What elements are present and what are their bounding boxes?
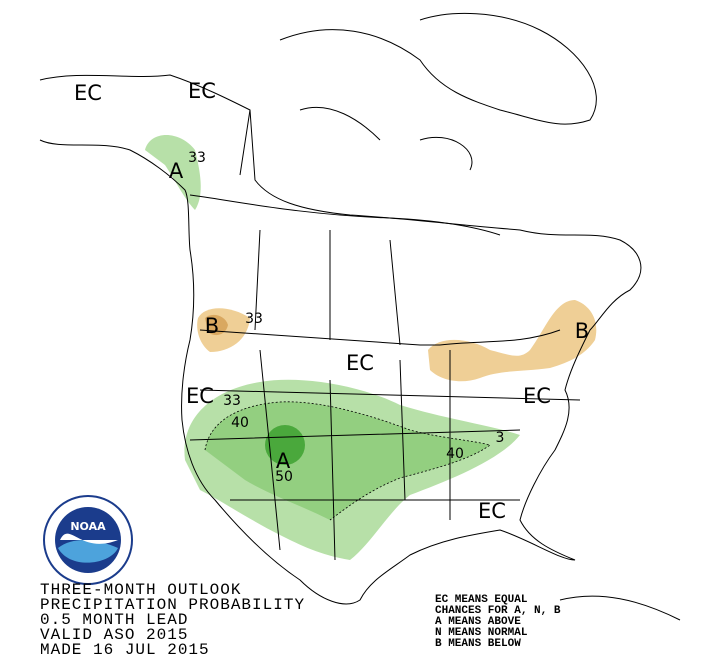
state-lines bbox=[189, 109, 581, 561]
border bbox=[189, 194, 501, 236]
legend-line: A MEANS ABOVE bbox=[435, 616, 521, 628]
logo-wave bbox=[58, 540, 118, 563]
map-label: EC bbox=[346, 351, 374, 375]
map-label: EC bbox=[478, 499, 506, 523]
above-region-50 bbox=[265, 425, 305, 465]
border-us-canada bbox=[199, 329, 561, 346]
logo-bird bbox=[60, 533, 118, 544]
shading bbox=[145, 135, 597, 560]
map-label: A bbox=[276, 449, 291, 473]
legend-line: EC MEANS EQUAL bbox=[435, 594, 528, 606]
map-label: EC bbox=[74, 81, 102, 105]
islands bbox=[299, 106, 681, 621]
legend-line: CHANCES FOR A, N, B bbox=[435, 605, 561, 617]
map-label: B bbox=[205, 314, 219, 338]
map-label: 40 bbox=[231, 415, 249, 431]
footer-line: PRECIPITATION PROBABILITY bbox=[40, 596, 305, 614]
footer-line: MADE 16 JUL 2015 bbox=[40, 641, 210, 659]
contours bbox=[204, 401, 491, 521]
contour-40 bbox=[204, 401, 491, 521]
map-label: 33 bbox=[223, 393, 241, 409]
map-label: EC bbox=[188, 79, 216, 103]
below-region-west-inner bbox=[205, 314, 228, 336]
footer-line: VALID ASO 2015 bbox=[40, 626, 188, 644]
footer-line: 0.5 MONTH LEAD bbox=[40, 611, 188, 629]
map-label: B bbox=[575, 319, 589, 343]
map-label: 40 bbox=[446, 446, 464, 462]
below-region-east bbox=[428, 300, 597, 382]
map-label: 50 bbox=[275, 469, 293, 485]
map-label: 33 bbox=[188, 150, 206, 166]
map-label: A bbox=[169, 159, 184, 183]
legend-line: B MEANS BELOW bbox=[435, 638, 521, 650]
arctic-islands bbox=[279, 12, 597, 125]
above-region-alaska bbox=[145, 135, 201, 210]
legend-line: N MEANS NORMAL bbox=[435, 627, 528, 639]
logo-text: NOAA bbox=[70, 520, 106, 533]
map-label: EC bbox=[186, 384, 214, 408]
map-label: EC bbox=[523, 384, 551, 408]
map-label: 33 bbox=[245, 311, 263, 327]
geography bbox=[39, 12, 681, 621]
map-label: 3 bbox=[496, 430, 505, 446]
footer-line: THREE-MONTH OUTLOOK bbox=[40, 581, 241, 599]
noaa-logo: NOAA bbox=[43, 495, 133, 585]
